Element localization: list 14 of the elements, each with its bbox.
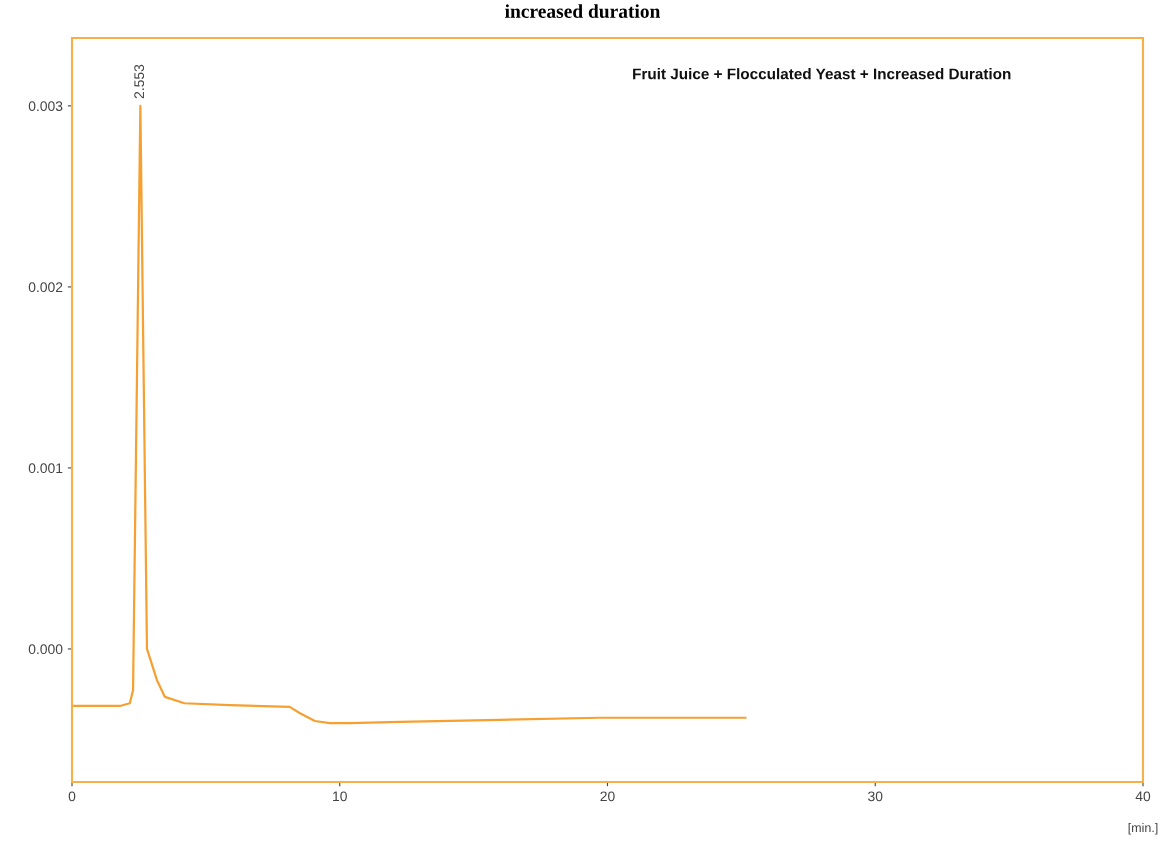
line-series (72, 104, 747, 725)
x-axis-title: [min.] (1128, 822, 1158, 835)
x-tick-label: 40 (1135, 791, 1151, 802)
y-tick-label: 0.002 (28, 282, 63, 293)
y-tick-label: 0.003 (28, 101, 63, 112)
x-tick-label: 10 (333, 791, 347, 802)
chart-title: increased duration (505, 4, 661, 18)
y-tick-label: 0.000 (28, 644, 63, 655)
annotation: 2.553 (134, 64, 145, 99)
y-tick-label: 0.001 (28, 463, 63, 474)
annotation: Fruit Juice + Flocculated Yeast + Increased Duration (633, 68, 1011, 80)
x-tick-label: 30 (868, 791, 883, 802)
x-tick-label: 20 (600, 791, 615, 802)
x-tick-label: 0 (68, 791, 76, 802)
